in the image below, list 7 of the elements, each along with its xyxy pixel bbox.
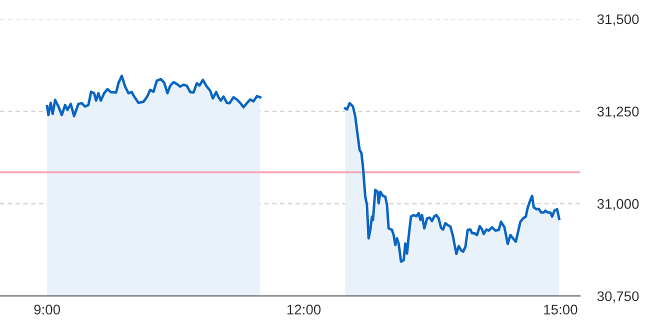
y-tick-label: 31,500 [597,14,639,26]
x-tick-label: 12:00 [287,304,321,315]
y-tick-label: 30,750 [597,291,639,303]
y-tick-label: 31,250 [597,106,639,118]
x-tick-label: 9:00 [34,304,60,315]
y-tick-label: 31,000 [597,198,639,210]
x-tick-label: 15:00 [544,304,578,315]
